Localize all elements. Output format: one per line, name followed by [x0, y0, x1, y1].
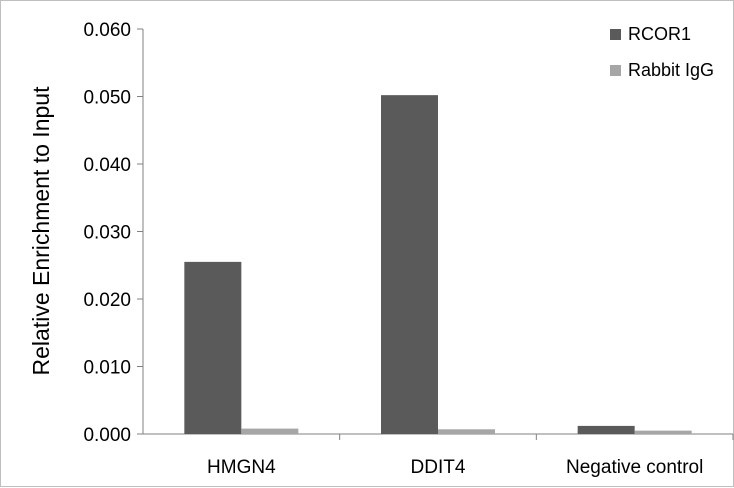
bar-rcor1-2	[577, 425, 635, 434]
bar-rcor1-1	[381, 95, 438, 435]
y-tick-label: 0.010	[83, 358, 131, 379]
bar-rabbit-igg-2	[634, 430, 692, 434]
bar-rabbit-igg-0	[241, 428, 299, 434]
legend-label: Rabbit IgG	[628, 60, 714, 80]
y-tick-label: 0.050	[83, 88, 131, 109]
y-tick-label: 0.000	[83, 425, 131, 446]
legend-label: RCOR1	[628, 24, 691, 44]
y-axis-title: Relative Enrichment to Input	[28, 86, 54, 376]
plot-area: 0.000 0.010 0.020 0.030 0.040 0.050 0.060 HMGN4…	[83, 20, 734, 478]
bar-rabbit-igg-1	[438, 429, 495, 434]
bar-rcor1-0	[184, 261, 242, 434]
legend: RCOR1 Rabbit IgG	[610, 24, 714, 80]
x-tick-label: HMGN4	[207, 457, 276, 478]
x-tick-label: Negative control	[566, 457, 703, 478]
x-tick-label: DDIT4	[411, 457, 466, 478]
legend-swatch	[610, 29, 621, 40]
y-tick-label: 0.020	[83, 290, 131, 311]
y-tick-label: 0.040	[83, 155, 131, 176]
y-tick-label: 0.060	[83, 20, 131, 41]
y-tick-label: 0.030	[83, 223, 131, 244]
legend-swatch	[610, 65, 621, 76]
